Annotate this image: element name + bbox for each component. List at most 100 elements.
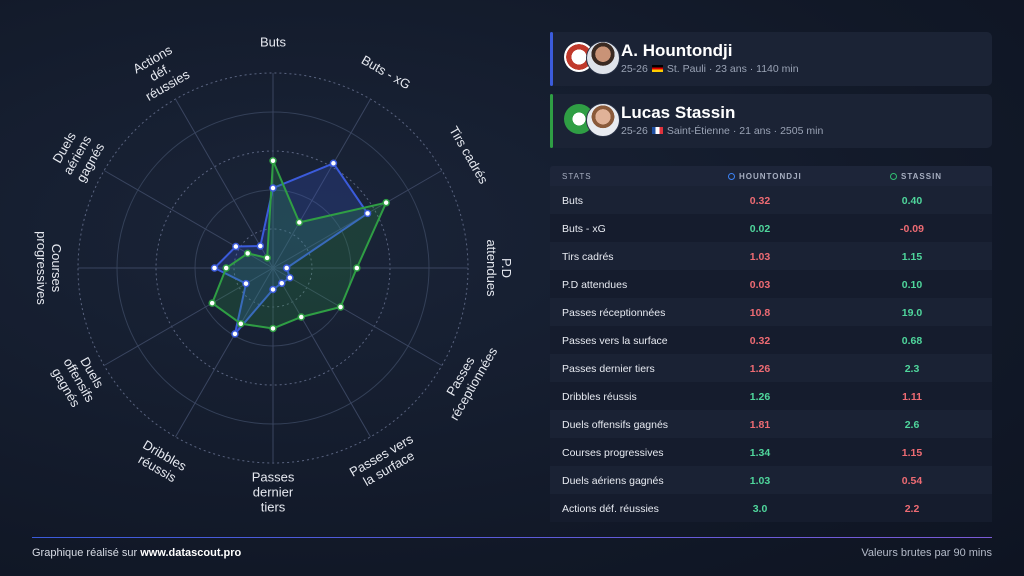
table-row: Courses progressives 1.34 1.15 — [550, 438, 992, 466]
player-details: 25-26 Saint-Étienne · 21 ans · 2505 min — [621, 125, 823, 137]
player-card: Lucas Stassin 25-26 Saint-Étienne · 21 an… — [550, 94, 992, 148]
player-details: 25-26 St. Pauli · 23 ans · 1140 min — [621, 63, 799, 75]
data-point — [382, 198, 390, 207]
stat-value: 10.8 — [749, 307, 771, 319]
stat-value: 1.11 — [902, 391, 922, 403]
player-photo — [586, 41, 620, 75]
axis-label-line: progressives — [34, 231, 49, 305]
axis-label-line: Buts - xG — [359, 52, 413, 92]
stat-name: Buts — [562, 195, 584, 207]
stat-value: 3.0 — [752, 503, 768, 515]
stat-value: 1.15 — [901, 447, 923, 459]
axis-label: Buts - xG — [359, 52, 413, 92]
data-point — [353, 264, 361, 272]
table-row: P.D attendues 0.03 0.10 — [550, 270, 992, 298]
stat-name: Duels offensifs gagnés — [562, 419, 669, 431]
data-point — [231, 330, 239, 338]
header-name: HOUNTONDJI — [739, 172, 802, 181]
data-point — [336, 303, 345, 311]
data-point — [210, 264, 219, 272]
axis-label-line: Buts — [260, 34, 287, 49]
data-point — [242, 279, 250, 288]
data-point — [222, 264, 230, 272]
stat-name: Passes réceptionnées — [562, 307, 666, 319]
stat-value: 1.34 — [749, 447, 771, 459]
table-row: Passes dernier tiers 1.26 2.3 — [550, 354, 992, 382]
data-point — [329, 159, 338, 168]
table-row: Duels offensifs gagnés 1.81 2.6 — [550, 410, 992, 438]
stat-name: Courses progressives — [562, 447, 664, 459]
data-point — [282, 264, 291, 272]
table-row: Dribbles réussis 1.26 1.11 — [550, 382, 992, 410]
stat-value: 0.32 — [749, 195, 771, 207]
stat-name: Passes vers la surface — [562, 335, 668, 347]
stat-value: 1.81 — [749, 419, 771, 431]
data-point — [232, 242, 240, 251]
data-point — [243, 249, 252, 258]
data-point — [269, 324, 277, 333]
data-point — [269, 184, 277, 192]
stat-value: 1.03 — [749, 251, 771, 263]
data-point — [263, 254, 271, 262]
data-point — [278, 279, 286, 287]
stat-value: 1.26 — [749, 391, 771, 403]
site-link: www.datascout.pro — [140, 547, 242, 559]
player-photo — [586, 103, 620, 137]
footer-note: Valeurs brutes par 90 mins — [861, 547, 992, 559]
data-point — [269, 285, 277, 294]
header-player: HOUNTONDJI — [728, 172, 802, 181]
table-body: Buts 0.32 0.40 Buts - xG 0.02 -0.09 Tirs cadré… — [550, 186, 992, 522]
stat-value: 0.10 — [901, 279, 923, 291]
header-stats: STATS — [562, 172, 592, 181]
stat-name: Dribbles réussis — [562, 391, 637, 403]
data-point — [269, 157, 277, 165]
data-point — [237, 319, 245, 328]
stat-value: 2.2 — [904, 503, 920, 515]
axis-label-line: Passes — [252, 469, 295, 484]
stat-value: 2.6 — [904, 419, 920, 431]
stat-value: 1.03 — [749, 475, 771, 487]
stat-value: 0.54 — [901, 475, 923, 487]
season: 25-26 — [621, 125, 648, 137]
stat-name: Buts - xG — [562, 223, 606, 235]
player-color-bar — [550, 94, 553, 148]
stat-name: Actions déf. réussies — [562, 503, 659, 515]
table-row: Duels aériens gagnés 1.03 0.54 — [550, 466, 992, 494]
player-name: Lucas Stassin — [621, 103, 736, 122]
footer-line — [32, 537, 992, 538]
player-name: A. Hountondji — [621, 41, 733, 60]
flag — [651, 127, 663, 134]
axis-label: Tirs cadrés — [446, 124, 491, 187]
axis-label-line: tiers — [261, 499, 286, 514]
data-point — [295, 218, 304, 227]
stat-name: Duels aériens gagnés — [562, 475, 664, 487]
season: 25-26 — [621, 63, 648, 75]
axis-label-line: attendues — [484, 239, 499, 297]
header-player: STASSIN — [890, 172, 942, 181]
axis-label: Buts — [260, 34, 287, 49]
spoke — [175, 267, 274, 438]
details: St. Pauli · 23 ans · 1140 min — [666, 63, 799, 75]
data-point — [363, 209, 372, 218]
stat-value: 1.15 — [901, 251, 923, 263]
stats-table: STATS HOUNTONDJI STASSIN Buts 0.32 0.40 But… — [550, 166, 992, 522]
data-point — [286, 274, 294, 282]
data-point — [297, 313, 306, 321]
stat-value: 1.26 — [749, 363, 771, 375]
data-point — [208, 299, 216, 307]
header-name: STASSIN — [901, 172, 943, 181]
flag — [651, 65, 663, 72]
table-row: Tirs cadrés 1.03 1.15 — [550, 242, 992, 270]
axis-label-line: Tirs cadrés — [446, 124, 491, 187]
table-row: Passes vers la surface 0.32 0.68 — [550, 326, 992, 354]
